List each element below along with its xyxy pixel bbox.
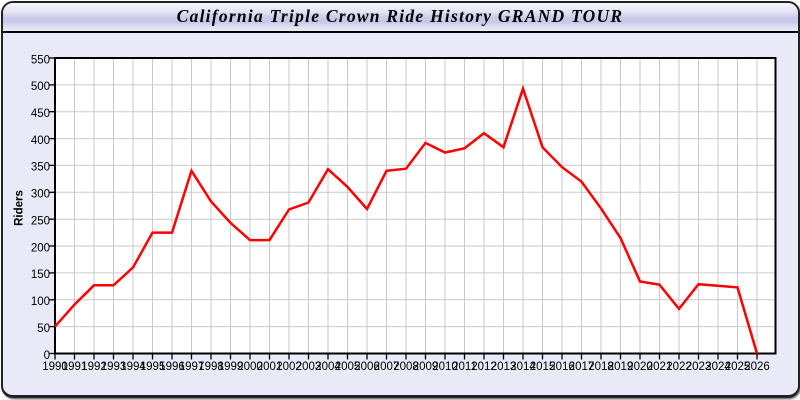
- svg-text:200: 200: [31, 242, 50, 254]
- svg-text:2012: 2012: [471, 361, 497, 373]
- svg-text:2009: 2009: [413, 361, 439, 373]
- svg-text:450: 450: [31, 108, 50, 120]
- svg-text:400: 400: [31, 135, 50, 147]
- svg-text:1995: 1995: [140, 361, 166, 373]
- svg-text:1996: 1996: [159, 361, 185, 373]
- svg-text:2018: 2018: [588, 361, 614, 373]
- svg-text:250: 250: [31, 216, 50, 228]
- svg-text:2023: 2023: [686, 361, 712, 373]
- svg-text:2026: 2026: [744, 361, 770, 373]
- svg-text:50: 50: [37, 323, 50, 335]
- svg-text:0: 0: [44, 350, 50, 362]
- svg-text:2007: 2007: [374, 361, 400, 373]
- svg-text:300: 300: [31, 189, 50, 201]
- svg-text:2015: 2015: [530, 361, 556, 373]
- svg-text:2010: 2010: [432, 361, 458, 373]
- svg-text:2008: 2008: [393, 361, 419, 373]
- svg-text:Riders: Riders: [14, 190, 26, 226]
- svg-text:1998: 1998: [198, 361, 224, 373]
- svg-text:1999: 1999: [218, 361, 244, 373]
- svg-text:500: 500: [31, 81, 50, 93]
- svg-text:150: 150: [31, 269, 50, 281]
- svg-text:2019: 2019: [608, 361, 634, 373]
- svg-text:2000: 2000: [237, 361, 263, 373]
- svg-text:1993: 1993: [101, 361, 127, 373]
- svg-text:2024: 2024: [705, 361, 731, 373]
- svg-text:2014: 2014: [510, 361, 536, 373]
- svg-text:2016: 2016: [549, 361, 575, 373]
- svg-text:1992: 1992: [81, 361, 107, 373]
- svg-text:2022: 2022: [666, 361, 692, 373]
- svg-text:2011: 2011: [452, 361, 477, 373]
- svg-text:2021: 2021: [647, 361, 673, 373]
- svg-text:2002: 2002: [276, 361, 302, 373]
- svg-text:2004: 2004: [315, 361, 341, 373]
- svg-text:1991: 1991: [62, 361, 88, 373]
- svg-text:100: 100: [31, 296, 50, 308]
- svg-text:2006: 2006: [354, 361, 380, 373]
- svg-text:1997: 1997: [179, 361, 205, 373]
- svg-text:1994: 1994: [120, 361, 146, 373]
- svg-text:350: 350: [31, 162, 50, 174]
- svg-text:2001: 2001: [257, 361, 283, 373]
- svg-text:2003: 2003: [296, 361, 322, 373]
- svg-text:1990: 1990: [42, 361, 68, 373]
- svg-text:2020: 2020: [627, 361, 653, 373]
- svg-text:2005: 2005: [335, 361, 361, 373]
- svg-text:2017: 2017: [569, 361, 595, 373]
- svg-text:2025: 2025: [725, 361, 751, 373]
- svg-text:2013: 2013: [491, 361, 517, 373]
- svg-text:550: 550: [31, 54, 50, 66]
